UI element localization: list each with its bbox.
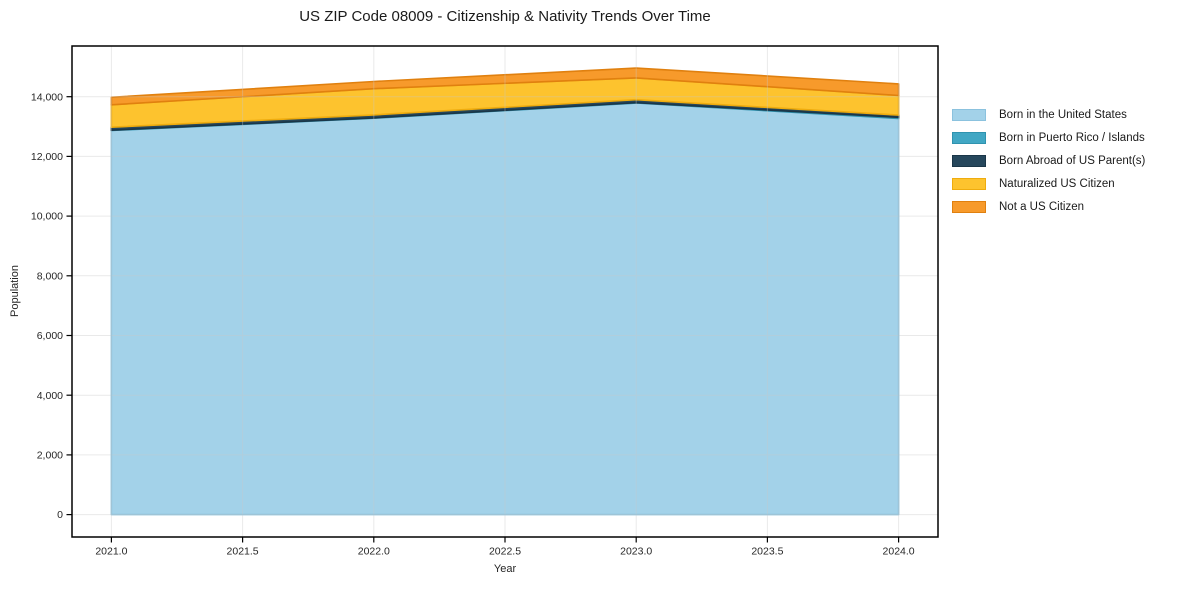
legend-item: Born in the United States xyxy=(952,103,1145,126)
x-tick-label: 2024.0 xyxy=(883,546,915,558)
tick-marks xyxy=(66,96,900,543)
y-tick-label: 0 xyxy=(57,509,63,521)
legend-swatch-puerto-rico-icon xyxy=(952,131,986,144)
y-tick-label: 10,000 xyxy=(31,211,63,223)
legend-item: Born Abroad of US Parent(s) xyxy=(952,149,1145,172)
x-tick-label: 2022.5 xyxy=(489,546,521,558)
legend-item: Not a US Citizen xyxy=(952,195,1145,218)
legend: Born in the United States Born in Puerto… xyxy=(952,103,1145,218)
gridlines xyxy=(72,46,938,537)
legend-label: Born Abroad of US Parent(s) xyxy=(999,154,1146,167)
y-tick-label: 14,000 xyxy=(31,91,63,103)
legend-label: Born in the United States xyxy=(999,108,1127,121)
x-tick-label: 2021.0 xyxy=(95,546,127,558)
legend-label: Naturalized US Citizen xyxy=(999,177,1115,190)
x-tick-label: 2023.0 xyxy=(620,546,652,558)
y-tick-label: 8,000 xyxy=(37,270,63,282)
x-axis-label: Year xyxy=(493,563,517,575)
legend-swatch-naturalized-icon xyxy=(952,177,986,190)
y-tick-label: 6,000 xyxy=(37,330,63,342)
x-tick-label: 2022.0 xyxy=(358,546,390,558)
legend-item: Born in Puerto Rico / Islands xyxy=(952,126,1145,149)
legend-label: Born in Puerto Rico / Islands xyxy=(999,131,1145,144)
x-tick-label: 2021.5 xyxy=(227,546,259,558)
y-tick-label: 2,000 xyxy=(37,450,63,462)
area-not-a-us-citizen xyxy=(110,67,900,106)
y-tick-label: 4,000 xyxy=(37,390,63,402)
legend-item: Naturalized US Citizen xyxy=(952,172,1145,195)
legend-swatch-born-abroad-icon xyxy=(952,154,986,167)
legend-swatch-not-citizen-icon xyxy=(952,200,986,213)
tick-labels: 0 2,000 4,000 6,000 8,000 10,000 12,000 14,000 2… xyxy=(31,91,915,557)
chart-title: US ZIP Code 08009 - Citizenship & Nativi… xyxy=(299,8,711,25)
y-axis-label: Population xyxy=(9,265,21,317)
legend-label: Not a US Citizen xyxy=(999,200,1085,213)
legend-swatch-born-us-icon xyxy=(952,108,986,121)
y-tick-label: 12,000 xyxy=(31,151,63,163)
x-tick-label: 2023.5 xyxy=(751,546,783,558)
